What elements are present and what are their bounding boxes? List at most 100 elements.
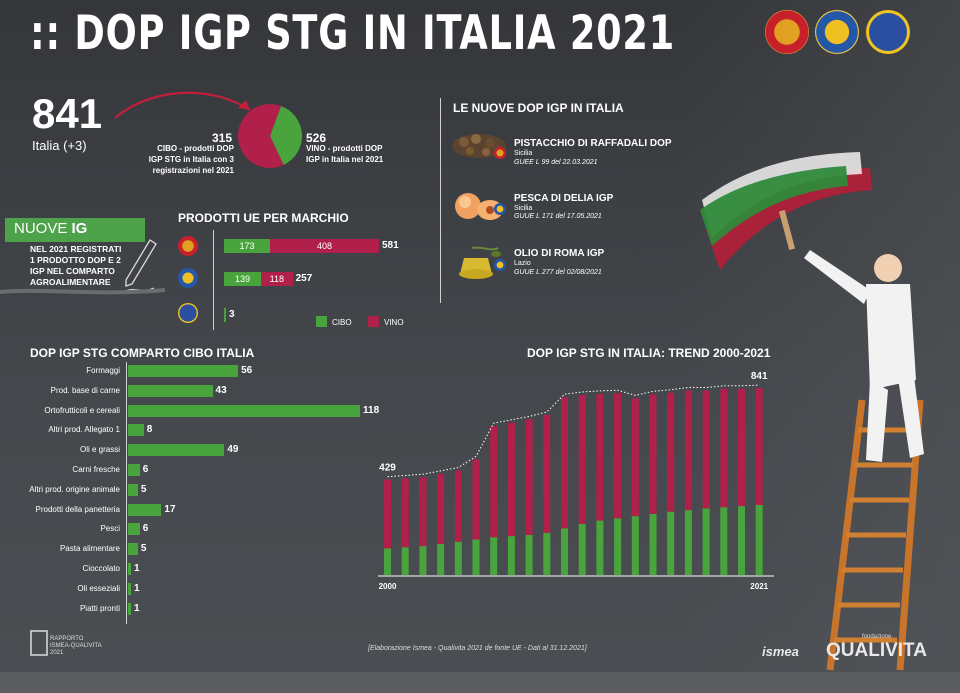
nuove-ig-prefix: NUOVE bbox=[14, 220, 72, 237]
cibo-description: CIBO - prodotti DOP IGP STG in Italia co… bbox=[138, 143, 234, 176]
trend-dotted-line bbox=[387, 384, 760, 478]
marchio-total-stg: 3 bbox=[229, 309, 235, 320]
nuove-ig-desc-line: IGP NEL COMPARTO bbox=[30, 266, 115, 276]
comparto-label: Oli esseziali bbox=[77, 583, 120, 593]
comparto-value: 1 bbox=[134, 563, 140, 574]
comparto-value: 8 bbox=[146, 424, 153, 436]
nuove-ig-badge bbox=[5, 218, 145, 242]
trend-bar-cibo bbox=[454, 541, 462, 575]
comparto-bar bbox=[128, 523, 140, 536]
comparto-bar bbox=[128, 582, 131, 595]
trend-bar-cibo bbox=[755, 505, 763, 575]
trend-bar-vino bbox=[614, 393, 622, 519]
comparto-value: 43 bbox=[215, 384, 227, 396]
comparto-value: 1 bbox=[134, 602, 140, 614]
vino-description: VINO - prodotti DOP IGP in Italia nel 20… bbox=[306, 143, 383, 165]
comparto-label: Pasta alimentare bbox=[59, 544, 120, 554]
stg-seal-icon bbox=[866, 10, 910, 54]
comparto-label: Prodotti della panetteria bbox=[35, 504, 121, 514]
trend-bar-vino bbox=[596, 393, 604, 521]
igp-seal-icon bbox=[178, 268, 198, 288]
marchio-axis bbox=[213, 230, 214, 330]
comparto-label: Pesci bbox=[100, 524, 120, 534]
comparto-label: Oli e grassi bbox=[79, 445, 120, 455]
comparto-label: Formaggi bbox=[86, 366, 120, 375]
nuove-ig-bold: IG bbox=[71, 220, 88, 237]
trend-bar-vino bbox=[667, 392, 675, 512]
ismea-logo: ismea bbox=[762, 644, 799, 659]
trend-bar-vino bbox=[702, 390, 710, 509]
legend-vino-swatch bbox=[368, 316, 379, 327]
trend-bar-cibo bbox=[738, 506, 745, 575]
comparto-label: Altri prod. Allegato 1 bbox=[48, 425, 120, 435]
total-count: 841 bbox=[32, 90, 103, 137]
igp-seal-icon bbox=[815, 10, 859, 54]
report-label-line: ISMEA-QUALIVITA bbox=[50, 643, 102, 649]
marchio-bar-vino-igp: 118 bbox=[261, 272, 293, 286]
trend-total-label: 429 bbox=[379, 463, 396, 474]
trend-total-label: 841 bbox=[751, 371, 768, 382]
brush-stroke bbox=[0, 288, 166, 295]
comparto-bar bbox=[128, 503, 162, 516]
vino-count: 526 bbox=[306, 131, 327, 145]
igp-seal-icon bbox=[494, 259, 506, 271]
marchio-total-dop: 581 bbox=[382, 240, 399, 251]
trend-bar-vino bbox=[490, 426, 498, 538]
comparto-bar bbox=[128, 444, 225, 457]
trend-bar-cibo bbox=[437, 543, 445, 575]
comparto-value: 1 bbox=[134, 582, 140, 594]
comparto-label: Cioccolato bbox=[82, 564, 120, 573]
nuove-title: LE NUOVE DOP IGP IN ITALIA bbox=[453, 101, 624, 115]
trend-bar-vino bbox=[419, 477, 427, 547]
trend-bar-cibo bbox=[578, 523, 586, 575]
comparto-bar bbox=[128, 365, 239, 377]
trend-bar-vino bbox=[578, 395, 586, 524]
trend-bar-cibo bbox=[525, 535, 533, 575]
trend-bar-cibo bbox=[684, 510, 692, 575]
comparto-bar bbox=[128, 543, 138, 556]
nuove-item-region: Sicilia bbox=[514, 205, 533, 212]
trend-bar-cibo bbox=[472, 539, 480, 575]
comparto-value: 118 bbox=[363, 404, 380, 416]
flag-brush-illustration bbox=[700, 152, 872, 270]
comparto-label: Ortofrutticoli e cereali bbox=[44, 405, 120, 415]
report-label: RAPPORTO ISMEA-QUALIVITA 2021 bbox=[50, 636, 102, 657]
pie-slice-vino bbox=[238, 104, 284, 168]
legend-cibo-swatch bbox=[316, 316, 327, 327]
trend-bar-cibo bbox=[401, 547, 409, 575]
trend-bar-cibo bbox=[614, 518, 622, 575]
trend-bar-cibo bbox=[631, 516, 639, 575]
comparto-bar bbox=[128, 384, 213, 397]
qualivita-top: fondazione bbox=[862, 634, 892, 640]
cibo-desc-line: IGP STG in Italia con 3 bbox=[148, 155, 234, 164]
nuove-item-region: Lazio bbox=[514, 260, 531, 267]
trend-bar-cibo bbox=[419, 546, 427, 575]
nuove-ig-desc-line: 1 PRODOTTO DOP E 2 bbox=[30, 255, 121, 265]
section-divider bbox=[440, 98, 441, 303]
nuove-item-name: PISTACCHIO DI RAFFADALI DOP bbox=[514, 138, 672, 149]
trend-bar-vino bbox=[472, 459, 480, 540]
dop-seal-icon bbox=[494, 147, 506, 159]
marchio-bar-cibo-igp: 139 bbox=[224, 272, 262, 286]
trend-bar-vino bbox=[454, 470, 462, 542]
comparto-label: Altri prod. origine animale bbox=[29, 484, 120, 494]
comparto-label: Carni fresche bbox=[72, 465, 120, 474]
comparto-axis bbox=[126, 362, 127, 624]
report-label-line: 2021 bbox=[50, 650, 64, 656]
comparto-bar bbox=[128, 464, 140, 476]
olive-oil-icon bbox=[459, 246, 501, 279]
stg-seal-icon bbox=[178, 303, 198, 323]
cibo-desc-line: registrazioni nel 2021 bbox=[152, 166, 234, 175]
trend-bar-vino bbox=[525, 419, 533, 535]
comparto-value: 6 bbox=[142, 464, 149, 475]
trend-bar-cibo bbox=[720, 507, 728, 575]
comparto-bar bbox=[128, 404, 360, 417]
comparto-bar bbox=[128, 483, 138, 496]
trend-title: DOP IGP STG IN ITALIA: TREND 2000-2021 bbox=[527, 346, 771, 360]
arrow-icon bbox=[114, 91, 251, 119]
comparto-value: 6 bbox=[142, 523, 149, 535]
trend-bar-vino bbox=[401, 478, 409, 548]
nuove-item-gu: GUUE L 277 del 02/08/2021 bbox=[514, 269, 602, 276]
page-title: :: DOP IGP STG IN ITALIA 2021 bbox=[30, 6, 675, 61]
